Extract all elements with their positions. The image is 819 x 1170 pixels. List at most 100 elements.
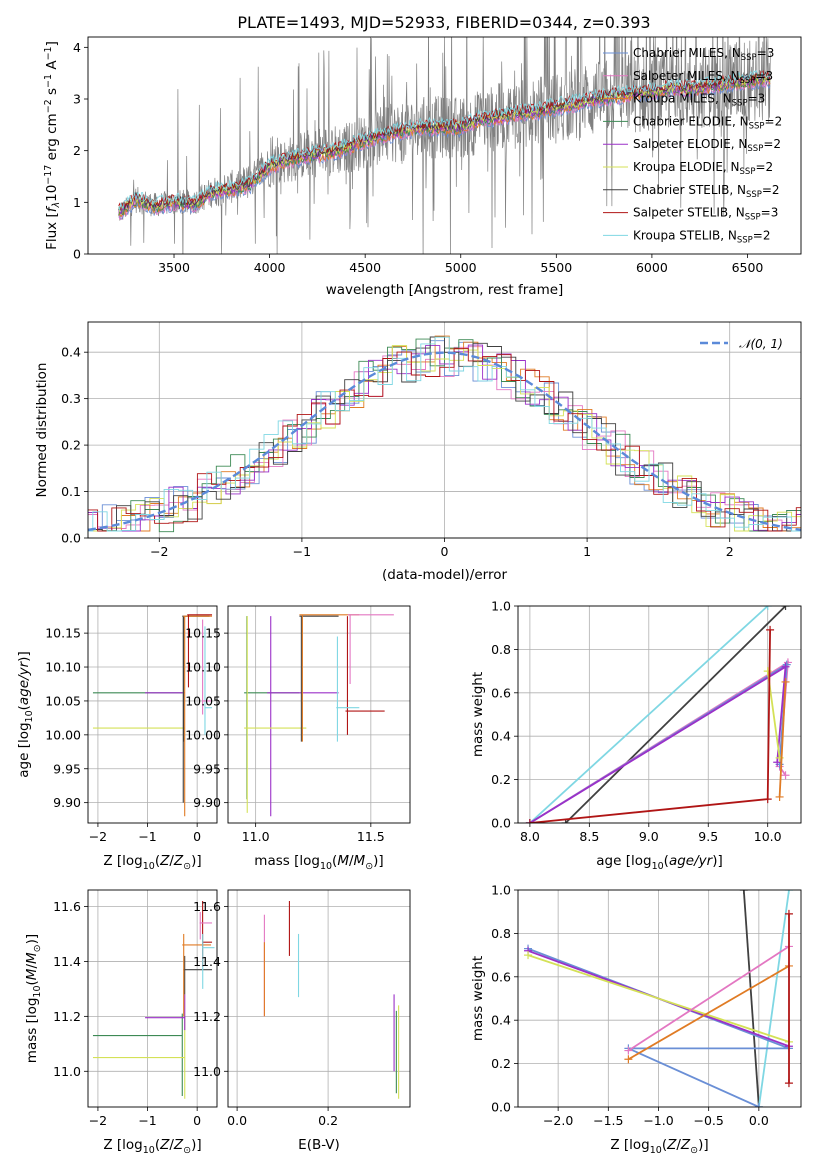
mass-vs-Z-ylabel: mass [log10(M/M⊙)] — [24, 934, 43, 1063]
massweight-vs-age-series-line — [564, 606, 787, 823]
age-vs-mass-ytick-label: 10.10 — [185, 660, 221, 675]
massweight-vs-age-xtick-label: 8.0 — [520, 829, 540, 844]
mass-vs-Z-xlabel: Z [log10(Z/Z⊙)] — [103, 1137, 201, 1156]
spectrum-ytick-label: 2 — [73, 143, 81, 158]
spectrum-axes: 3500 4000 4500 5000 5500 6000 6500 0 1 2 3 4 — [73, 40, 763, 275]
age-vs-Z-ytick-label: 10.10 — [45, 660, 81, 675]
residual-histogram — [88, 336, 801, 532]
residuals-xtick-label: 2 — [726, 544, 734, 559]
massweight-vs-Z-xtick-label: −0.5 — [693, 1113, 723, 1128]
spectrum-ylabel: Flux [fλ10−17 erg cm−2 s−1 A−1] — [43, 41, 62, 250]
massweight-vs-Z-ytick-label: 0.8 — [491, 926, 511, 941]
massweight-vs-age-series-marker — [766, 625, 775, 634]
massweight-vs-Z-xtick-label: −1.0 — [643, 1113, 673, 1128]
massweight-vs-Z-series-line — [527, 954, 790, 1043]
spectrum-xtick-label: 4000 — [254, 260, 286, 275]
residuals-ytick-label: 0.4 — [61, 345, 81, 360]
massweight-vs-age-ylabel: mass weight — [470, 672, 486, 757]
massweight-vs-Z-series-marker — [739, 890, 748, 894]
age-vs-Z-frame — [87, 605, 218, 824]
spectrum-ytick-label: 0 — [73, 247, 81, 262]
massweight-vs-Z-ytick-label: 0.0 — [491, 1100, 511, 1115]
residuals-xtick-label: 0 — [441, 544, 449, 559]
residuals-xtick-label: 1 — [583, 544, 591, 559]
massweight-vs-Z-plot-area — [524, 890, 793, 1107]
massweight-vs-Z-series-marker — [624, 1046, 633, 1055]
age-vs-Z-xlabel: Z [log10(Z/Z⊙)] — [103, 853, 201, 872]
massweight-vs-Z-xtick-label: −2.0 — [543, 1113, 573, 1128]
age-vs-mass-plot-area — [244, 614, 394, 817]
age-vs-mass-xlabel: mass [log10(M/M⊙)] — [254, 853, 383, 872]
legend-entry: Salpeter ELODIE, NSSP=2 — [633, 137, 781, 154]
mass-vs-EBV-ytick-label: 11.4 — [193, 954, 221, 969]
spectrum-xtick-label: 3500 — [158, 260, 190, 275]
mass-vs-Z-ytick-label: 11.2 — [53, 1009, 81, 1024]
spectrum-plot-area — [118, 37, 771, 254]
massweight-vs-Z-series-marker — [754, 1103, 763, 1107]
mass-vs-EBV-xtick-label: 0.0 — [227, 1113, 247, 1128]
mass-vs-Z-xtick-label: 0 — [193, 1113, 201, 1128]
mass-vs-Z-ytick-label: 11.4 — [53, 954, 81, 969]
model-spectrum-line — [118, 75, 771, 216]
massweight-vs-age-plot-area — [525, 606, 792, 823]
mass-vs-EBV-xtick-label: 0.2 — [318, 1113, 338, 1128]
residuals-xlabel: (data-model)/error — [382, 567, 508, 583]
spectrum-ytick-label: 1 — [73, 195, 81, 210]
legend-entry: Kroupa ELODIE, NSSP=2 — [633, 160, 773, 177]
massweight-vs-Z-ytick-label: 0.6 — [491, 969, 511, 984]
massweight-vs-age-ytick-label: 0.8 — [491, 642, 511, 657]
massweight-vs-Z-ylabel: mass weight — [470, 956, 486, 1041]
massweight-vs-Z-series-line — [627, 965, 790, 1061]
age-vs-Z-xtick-label: 0 — [193, 829, 201, 844]
age-vs-Z-axes: −2 −1 0 9.90 9.95 10.00 10.05 10.10 10.15 — [45, 606, 217, 844]
massweight-vs-Z-series-marker — [524, 951, 533, 960]
massweight-vs-age-ytick-label: 0.0 — [491, 816, 511, 831]
age-vs-Z-ytick-label: 10.05 — [45, 693, 81, 708]
residuals-ytick-label: 0.1 — [61, 484, 81, 499]
mass-vs-EBV-xlabel: E(B-V) — [298, 1137, 340, 1153]
massweight-vs-Z-series-line — [742, 890, 760, 1107]
residuals-frame — [87, 321, 802, 539]
massweight-vs-Z-series-marker — [784, 909, 793, 918]
spectrum-title: PLATE=1493, MJD=52933, FIBERID=0344, z=0… — [237, 13, 650, 32]
age-vs-mass-xtick-label: 11.0 — [242, 829, 270, 844]
massweight-vs-Z-ytick-label: 0.4 — [491, 1013, 511, 1028]
age-vs-Z-xtick-label: −1 — [138, 829, 156, 844]
mass-vs-EBV-ytick-label: 11.6 — [193, 899, 221, 914]
residuals-ytick-label: 0.3 — [61, 391, 81, 406]
residual-histogram — [88, 348, 801, 532]
residuals-ytick-label: 0.2 — [61, 438, 81, 453]
residual-histogram — [88, 335, 801, 532]
massweight-vs-Z-series-marker — [784, 890, 793, 894]
spectrum-legend: Chabrier MILES, NSSP=3 Salpeter MILES, NS… — [603, 46, 782, 245]
normal-reference-curve — [88, 351, 801, 532]
massweight-vs-age-series-marker — [763, 795, 772, 804]
mass-vs-Z-xtick-label: −2 — [89, 1113, 107, 1128]
residuals-xtick-label: −2 — [150, 544, 168, 559]
massweight-vs-age-series-marker — [781, 771, 790, 780]
massweight-vs-age-ytick-label: 0.2 — [491, 772, 511, 787]
massweight-vs-age-ytick-label: 0.4 — [491, 729, 511, 744]
residual-histogram — [88, 338, 801, 533]
age-vs-mass-ytick-label: 10.00 — [185, 727, 221, 742]
massweight-vs-age-xlabel: age [log10(age/yr)] — [596, 853, 722, 872]
spectrum-ytick-label: 3 — [73, 92, 81, 107]
age-vs-Z-plot-area — [92, 614, 213, 817]
massweight-vs-Z-series-line — [758, 890, 790, 1107]
age-vs-Z-ytick-label: 9.95 — [53, 761, 81, 776]
spectrum-xtick-label: 5500 — [540, 260, 572, 275]
massweight-vs-age-ytick-label: 0.6 — [491, 685, 511, 700]
mass-vs-Z-plot-area — [92, 900, 215, 1099]
mass-vs-EBV-frame — [227, 889, 411, 1108]
massweight-vs-age-ytick-label: 1.0 — [491, 599, 511, 614]
mass-vs-Z-ytick-label: 11.6 — [53, 899, 81, 914]
age-vs-mass-xtick-label: 11.5 — [357, 829, 385, 844]
massweight-vs-Z-xtick-label: −1.5 — [593, 1113, 623, 1128]
massweight-vs-age-series-marker — [781, 662, 790, 671]
legend-entry: Salpeter STELIB, NSSP=3 — [633, 206, 778, 223]
massweight-vs-Z-series-line — [627, 945, 790, 1052]
age-vs-mass-ytick-label: 10.15 — [185, 626, 221, 641]
mass-vs-EBV-axes: 0.0 0.2 11.0 11.2 11.4 11.6 — [193, 890, 410, 1128]
legend-entry: Salpeter MILES, NSSP=3 — [633, 69, 773, 86]
